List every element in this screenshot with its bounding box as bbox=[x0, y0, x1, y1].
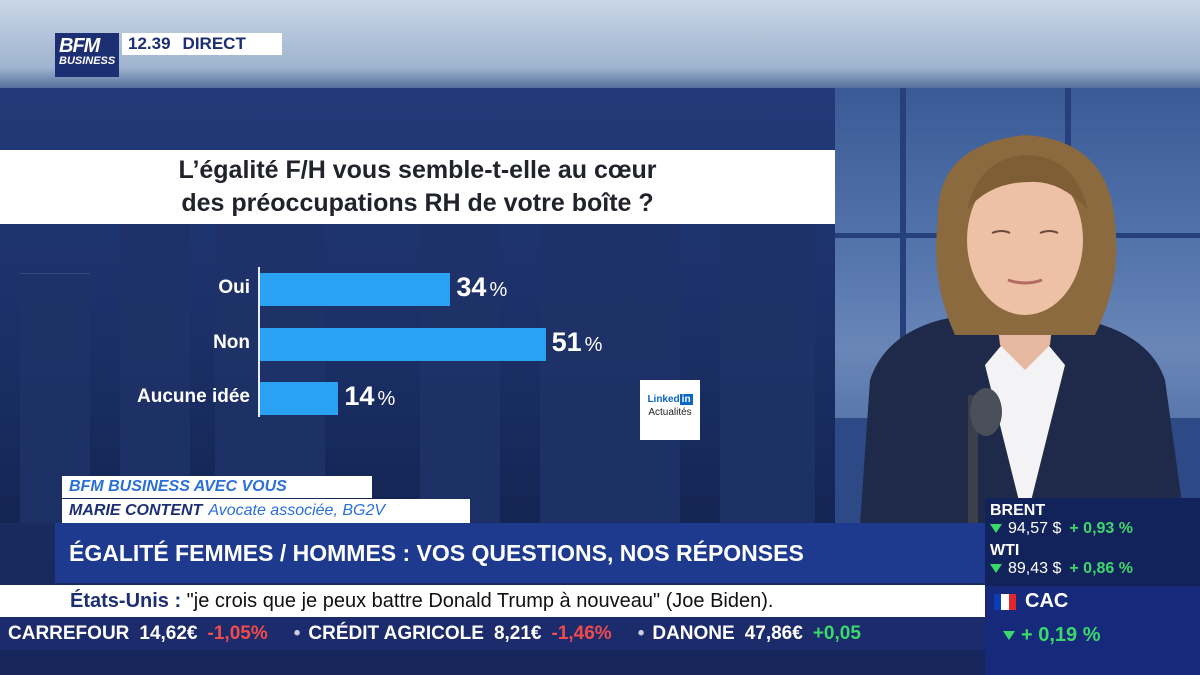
stock-item: • DANONE 47,86€ +0,05 bbox=[612, 617, 861, 650]
up-arrow-icon bbox=[1003, 631, 1015, 641]
stock-item: • CRÉDIT AGRICOLE 8,21€ -1,46% bbox=[268, 617, 612, 650]
up-arrow-icon bbox=[990, 524, 1002, 534]
value-label: 51% bbox=[552, 327, 603, 358]
bar bbox=[260, 328, 546, 361]
question-line2: des préoccupations RH de votre boîte ? bbox=[181, 189, 654, 217]
headline-banner: ÉGALITÉ FEMMES / HOMMES : VOS QUESTIONS,… bbox=[55, 523, 985, 583]
market-name: WTI bbox=[990, 542, 1020, 559]
cac-change-row: + 0,19 % bbox=[1003, 624, 1101, 647]
up-arrow-icon bbox=[990, 564, 1002, 574]
presenter-image bbox=[860, 135, 1185, 525]
logo-line2: BUSINESS bbox=[59, 55, 116, 67]
category-label: Aucune idée bbox=[137, 386, 250, 407]
stock-change: -1,46% bbox=[551, 623, 612, 644]
stock-value: 14,62€ bbox=[139, 623, 198, 644]
value-number: 51 bbox=[551, 327, 582, 357]
guest-name: MARIE CONTENT bbox=[69, 502, 203, 519]
value-unit: % bbox=[377, 388, 396, 410]
linkedin-in: in bbox=[679, 394, 693, 405]
source-label: Actualités bbox=[648, 407, 692, 418]
market-panel: BRENT 94,57 $ + 0,93 % WTI 89,43 $ + 0,86 … bbox=[985, 498, 1200, 675]
stock-item: CARREFOUR 14,62€ -1,05% bbox=[0, 617, 268, 650]
poll-bar-chart: Oui 34% Non 51% Aucune idée 14% bbox=[0, 255, 835, 435]
news-topic: États-Unis : bbox=[70, 590, 182, 612]
cac-change: + 0,19 % bbox=[1021, 624, 1101, 646]
stock-name: CARREFOUR bbox=[8, 623, 130, 644]
show-title: BFM BUSINESS AVEC VOUS bbox=[62, 476, 372, 498]
news-ticker: États-Unis : "je crois que je peux battr… bbox=[0, 585, 985, 617]
market-brent: BRENT 94,57 $ + 0,93 % bbox=[990, 502, 1133, 538]
value-label: 34% bbox=[456, 272, 507, 303]
market-value: 89,43 $ bbox=[1008, 560, 1062, 577]
bar bbox=[260, 273, 451, 306]
category-label: Non bbox=[213, 332, 250, 353]
linkedin-brand: Linked bbox=[647, 394, 680, 405]
category-label: Oui bbox=[218, 277, 250, 298]
stock-change: -1,05% bbox=[207, 623, 268, 644]
value-number: 14 bbox=[344, 381, 375, 411]
france-flag-icon bbox=[994, 594, 1016, 610]
value-unit: % bbox=[489, 279, 508, 301]
chart-axis bbox=[258, 267, 260, 417]
stock-value: 8,21€ bbox=[493, 623, 542, 644]
stock-change: +0,05 bbox=[812, 623, 861, 644]
separator-dot-icon: • bbox=[637, 623, 645, 644]
stock-name: CRÉDIT AGRICOLE bbox=[308, 623, 484, 644]
question-line1: L’égalité F/H vous semble-t-elle au cœur bbox=[178, 156, 657, 184]
cac-name: CAC bbox=[1025, 590, 1069, 612]
market-name: BRENT bbox=[990, 502, 1046, 519]
logo-line1: BFM bbox=[59, 35, 100, 57]
clock-badge: 12.39 DIRECT bbox=[122, 33, 282, 55]
source-badge: Linked in Actualités bbox=[640, 380, 700, 440]
separator-dot-icon: • bbox=[293, 623, 301, 644]
stock-value: 47,86€ bbox=[744, 623, 803, 644]
live-label: DIRECT bbox=[182, 34, 246, 53]
value-unit: % bbox=[584, 334, 603, 356]
market-wti: WTI 89,43 $ + 0,86 % bbox=[990, 542, 1133, 578]
cac-index: CAC + 0,19 % bbox=[985, 586, 1200, 675]
poll-question: L’égalité F/H vous semble-t-elle au cœur… bbox=[0, 150, 835, 224]
guest-role: Avocate associée, BG2V bbox=[208, 502, 386, 519]
bar bbox=[260, 382, 339, 415]
news-text: "je crois que je peux battre Donald Trum… bbox=[181, 590, 774, 612]
channel-logo: BFM BUSINESS bbox=[55, 33, 119, 77]
stock-ticker: CARREFOUR 14,62€ -1,05% • CRÉDIT AGRICOLE 8,2… bbox=[0, 617, 985, 650]
time: 12.39 bbox=[128, 34, 171, 53]
linkedin-logo: Linked in bbox=[640, 394, 700, 405]
market-change: + 0,86 % bbox=[1069, 560, 1133, 577]
market-change: + 0,93 % bbox=[1069, 520, 1133, 537]
value-label: 14% bbox=[344, 381, 395, 412]
market-value: 94,57 $ bbox=[1008, 520, 1062, 537]
guest-caption: MARIE CONTENT Avocate associée, BG2V bbox=[62, 499, 470, 523]
stock-name: DANONE bbox=[652, 623, 735, 644]
value-number: 34 bbox=[456, 272, 487, 302]
